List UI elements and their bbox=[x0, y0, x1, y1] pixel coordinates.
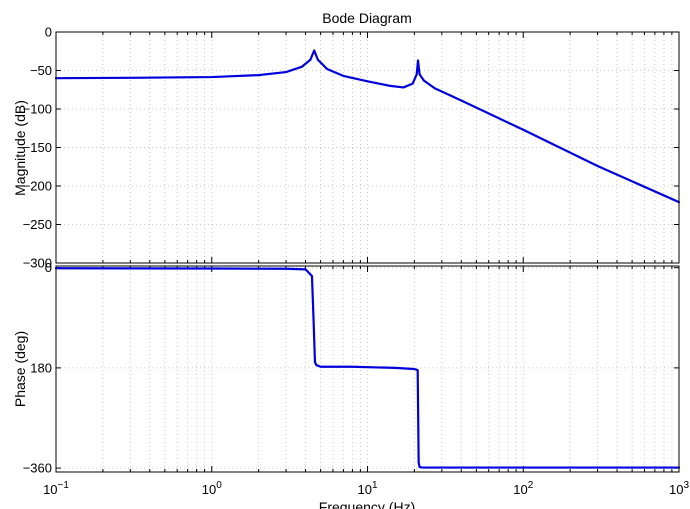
phase-axis-label: Phase (deg) bbox=[12, 331, 28, 407]
x-tick-label: 10−1 bbox=[43, 480, 69, 497]
x-tick-label: 100 bbox=[202, 480, 222, 497]
series-line bbox=[54, 267, 681, 469]
y-tick-label: −50 bbox=[30, 63, 52, 78]
phase-panel: 0 180 −360 bbox=[23, 260, 681, 476]
y-tick-label: −300 bbox=[23, 256, 52, 271]
magnitude-axis-label: Magnitude (dB) bbox=[12, 100, 28, 196]
chart-title: Bode Diagram bbox=[322, 10, 412, 26]
x-tick-label: 102 bbox=[513, 480, 533, 497]
x-axis-label: Frequency (Hz) bbox=[319, 499, 415, 509]
grid-lines bbox=[56, 32, 679, 263]
y-tick-label: −150 bbox=[23, 140, 52, 155]
axes-frame bbox=[55, 265, 680, 473]
y-tick-label: 180 bbox=[30, 360, 52, 375]
series-line bbox=[54, 49, 681, 204]
y-tick-label: −250 bbox=[23, 217, 52, 232]
y-tick-label: 0 bbox=[45, 25, 52, 40]
y-tick-label: −100 bbox=[23, 102, 52, 117]
grid-lines bbox=[56, 266, 679, 472]
x-tick-label: 103 bbox=[669, 480, 689, 497]
x-tick-label: 101 bbox=[357, 480, 377, 497]
axes-frame bbox=[55, 31, 680, 264]
y-tick-label: −200 bbox=[23, 179, 52, 194]
y-tick-label: 0 bbox=[45, 260, 52, 275]
magnitude-panel: 0 −50 −100 −150 −200 −250 −300 bbox=[23, 25, 681, 271]
y-tick-label: −360 bbox=[23, 461, 52, 476]
